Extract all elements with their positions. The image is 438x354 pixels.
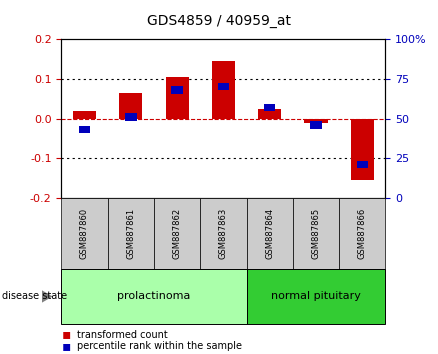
Bar <box>357 161 368 169</box>
Bar <box>304 119 328 122</box>
Text: GSM887863: GSM887863 <box>219 208 228 259</box>
Bar <box>310 121 322 129</box>
Text: prolactinoma: prolactinoma <box>117 291 191 302</box>
Text: transformed count: transformed count <box>77 330 167 339</box>
Bar <box>351 119 374 180</box>
Bar <box>171 86 183 93</box>
Text: ▪: ▪ <box>61 339 71 353</box>
Text: GSM887866: GSM887866 <box>358 208 367 259</box>
Bar <box>125 113 137 121</box>
Text: normal pituitary: normal pituitary <box>271 291 361 302</box>
Bar <box>119 93 142 119</box>
Text: GSM887864: GSM887864 <box>265 208 274 259</box>
Text: percentile rank within the sample: percentile rank within the sample <box>77 341 242 351</box>
Text: GSM887862: GSM887862 <box>173 208 182 259</box>
Text: GSM887860: GSM887860 <box>80 208 89 259</box>
Text: GSM887865: GSM887865 <box>311 208 321 259</box>
Bar <box>73 111 96 119</box>
Text: GSM887861: GSM887861 <box>126 208 135 259</box>
Polygon shape <box>42 290 53 303</box>
Text: GDS4859 / 40959_at: GDS4859 / 40959_at <box>147 14 291 28</box>
Bar <box>258 109 281 119</box>
Bar <box>166 77 189 119</box>
Text: disease state: disease state <box>2 291 67 302</box>
Bar <box>218 83 229 90</box>
Bar <box>212 61 235 119</box>
Text: ▪: ▪ <box>61 327 71 342</box>
Bar <box>264 104 276 111</box>
Bar <box>79 126 90 133</box>
